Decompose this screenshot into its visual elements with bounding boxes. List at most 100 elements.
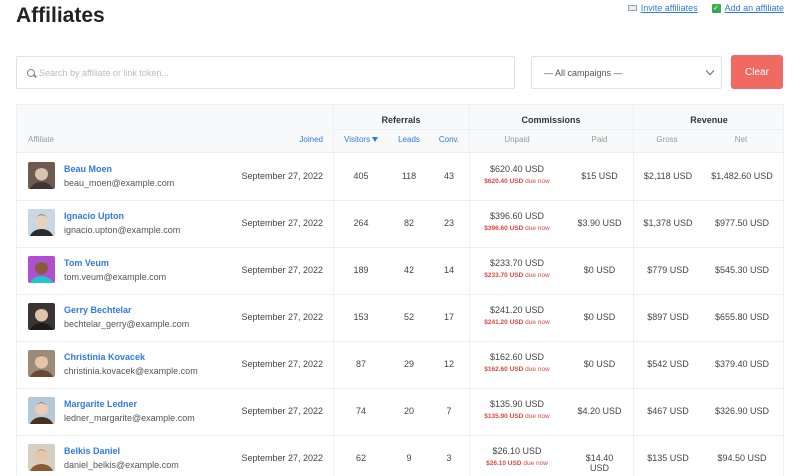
campaign-select-value: — All campaigns — [544, 67, 623, 78]
paid-amount: $0 USD [583, 312, 616, 322]
due-now-amount: $233.70 USD due now [472, 272, 562, 279]
row-divider [17, 341, 783, 342]
gross-revenue: $542 USD [647, 359, 689, 369]
table-row: Belkis Daniel daniel_belkis@example.com … [17, 435, 783, 476]
sort-descending-icon [372, 137, 379, 143]
conversion-count: 3 [446, 453, 452, 463]
visitors-count: 74 [355, 406, 366, 416]
due-amount: $620.40 USD [484, 178, 524, 185]
conversion-count: 43 [443, 171, 454, 181]
due-suffix: due now [525, 272, 550, 279]
row-divider [17, 388, 783, 389]
affiliate-name-link[interactable]: Christinia Kovacek [64, 352, 146, 362]
group-header-commissions: Commissions [521, 115, 581, 125]
joined-date: September 27, 2022 [241, 312, 323, 322]
avatar [28, 303, 55, 330]
column-header-net: Net [734, 135, 748, 144]
row-divider [17, 435, 783, 436]
affiliate-name-link[interactable]: Gerry Bechtelar [64, 305, 132, 315]
group-divider [333, 129, 783, 130]
conversion-count: 12 [443, 359, 454, 369]
column-header-paid: Paid [591, 135, 608, 144]
leads-count: 20 [403, 406, 414, 416]
unpaid-amount: $241.20 USD [489, 305, 545, 315]
visitors-count: 405 [353, 171, 369, 181]
envelope-icon [627, 5, 637, 11]
affiliate-name-link[interactable]: Ignacio Upton [64, 211, 124, 221]
paid-amount: $0 USD [583, 265, 616, 275]
group-header-revenue: Revenue [690, 115, 728, 125]
affiliate-email: beau_moen@example.com [64, 178, 175, 188]
affiliate-email: ledner_margarite@example.com [64, 413, 195, 423]
due-suffix: due now [525, 413, 550, 420]
avatar [28, 209, 55, 236]
due-now-amount: $162.60 USD due now [472, 366, 562, 373]
table-row: Ignacio Upton ignacio.upton@example.com … [17, 200, 783, 247]
group-header-referrals: Referrals [381, 115, 421, 125]
invite-affiliates-link[interactable]: Invite affiliates [627, 3, 698, 13]
gross-revenue: $2,118 USD [643, 171, 693, 181]
add-affiliate-link[interactable]: ✓ Add an affiliate [711, 3, 784, 13]
net-revenue: $1,482.60 USD [711, 171, 773, 181]
row-divider [17, 294, 783, 295]
row-divider [17, 200, 783, 201]
affiliate-name-link[interactable]: Tom Veum [64, 258, 109, 268]
visitors-count: 189 [353, 265, 369, 275]
avatar [28, 350, 55, 377]
unpaid-amount: $620.40 USD [489, 164, 545, 174]
due-suffix: due now [525, 178, 550, 185]
due-amount: $135.90 USD [484, 413, 524, 420]
due-amount: $26.10 USD [486, 460, 522, 467]
gross-revenue: $1,378 USD [643, 218, 693, 228]
search-input[interactable] [39, 67, 499, 78]
column-divider [633, 105, 634, 476]
leads-count: 82 [403, 218, 414, 228]
gross-revenue: $897 USD [647, 312, 689, 322]
gross-revenue: $467 USD [647, 406, 689, 416]
joined-date: September 27, 2022 [241, 265, 323, 275]
column-divider [469, 105, 470, 476]
visitors-count: 153 [353, 312, 369, 322]
paid-amount: $3.90 USD [577, 218, 622, 228]
row-divider [17, 247, 783, 248]
joined-date: September 27, 2022 [241, 359, 323, 369]
campaign-select[interactable]: — All campaigns — [531, 56, 722, 89]
leads-count: 52 [403, 312, 414, 322]
column-header-conv[interactable]: Conv. [438, 135, 460, 144]
search-box [16, 56, 515, 89]
avatar [28, 162, 55, 189]
leads-count: 42 [403, 265, 414, 275]
affiliate-email: bechtelar_gerry@example.com [64, 319, 190, 329]
affiliates-table: Referrals Commissions Revenue Affiliate … [16, 104, 784, 476]
column-header-affiliate: Affiliate [28, 135, 55, 144]
column-header-joined[interactable]: Joined [299, 135, 323, 144]
due-suffix: due now [525, 319, 550, 326]
affiliate-email: daniel_belkis@example.com [64, 460, 179, 470]
unpaid-amount: $396.60 USD [489, 211, 545, 221]
visitors-count: 62 [355, 453, 366, 463]
net-revenue: $326.90 USD [714, 406, 770, 416]
conversion-count: 23 [443, 218, 454, 228]
table-row: Tom Veum tom.veum@example.com September … [17, 247, 783, 294]
affiliate-name-link[interactable]: Margarite Ledner [64, 399, 138, 409]
due-amount: $162.60 USD [484, 366, 524, 373]
top-actions: Invite affiliates ✓ Add an affiliate [627, 3, 784, 13]
net-revenue: $655.80 USD [714, 312, 770, 322]
unpaid-amount: $26.10 USD [492, 446, 542, 456]
avatar [28, 397, 55, 424]
gross-revenue: $779 USD [647, 265, 689, 275]
table-row: Gerry Bechtelar bechtelar_gerry@example.… [17, 294, 783, 341]
conversion-count: 14 [443, 265, 454, 275]
invite-affiliates-label: Invite affiliates [640, 3, 698, 13]
joined-date: September 27, 2022 [241, 453, 323, 463]
net-revenue: $94.50 USD [717, 453, 767, 463]
column-header-leads[interactable]: Leads [398, 135, 420, 144]
avatar [28, 444, 55, 471]
affiliate-name-link[interactable]: Belkis Daniel [64, 446, 121, 456]
column-header-visitors[interactable]: Visitors [344, 135, 379, 144]
net-revenue: $977.50 USD [714, 218, 770, 228]
affiliate-name-link[interactable]: Beau Moen [64, 164, 113, 174]
column-header-unpaid: Unpaid [504, 135, 530, 144]
add-affiliate-label: Add an affiliate [724, 3, 784, 13]
clear-button[interactable]: Clear [731, 55, 783, 89]
